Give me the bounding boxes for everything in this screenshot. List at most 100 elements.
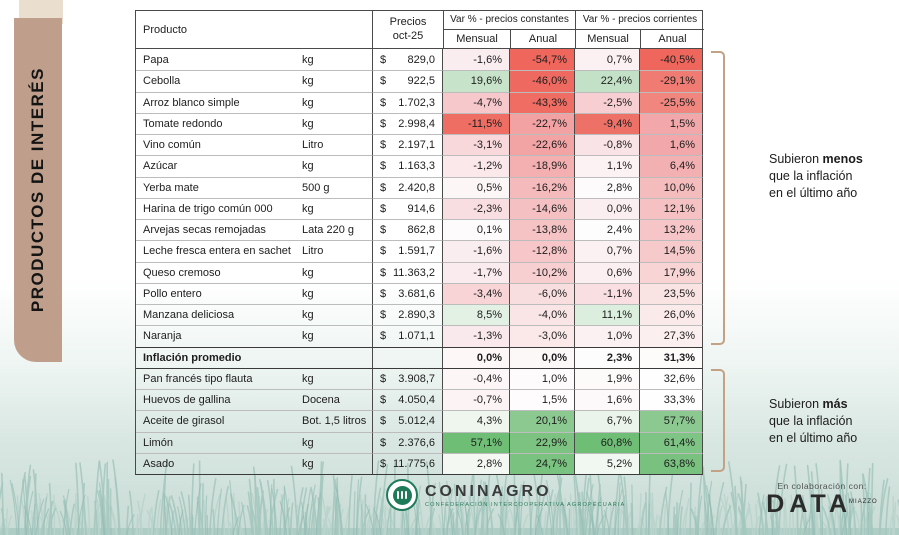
currency-symbol: $	[380, 266, 387, 279]
var-percent-cell: 12,1%	[640, 197, 703, 219]
var-percent-cell: 2,4%	[575, 219, 640, 241]
var-percent-cell: 1,6%	[575, 389, 640, 411]
table-row: Pan francés tipo flauta kg $3.908,7 -0,4% 1,…	[136, 367, 703, 389]
price-value: 2.890,3	[398, 309, 435, 322]
var-percent-cell: 61,4%	[640, 431, 703, 453]
product-price: $1.071,1	[372, 325, 443, 347]
var-percent-cell: -25,5%	[640, 91, 703, 113]
var-percent-cell: -0,8%	[575, 134, 640, 156]
var-percent-cell: -1,6%	[443, 49, 510, 71]
table-row: Huevos de gallina Docena $4.050,4 -0,7% 1,5%…	[136, 389, 703, 411]
table-row: Harina de trigo común 000 kg $914,6 -2,3% -1…	[136, 197, 703, 219]
var-percent-cell: -46,0%	[510, 70, 575, 92]
var-percent-cell: 0,1%	[443, 219, 510, 241]
product-price: $2.197,1	[372, 134, 443, 156]
product-price: $862,8	[372, 219, 443, 241]
table-row: Leche fresca entera en sachet Litro $1.591…	[136, 240, 703, 262]
var-percent-cell: -1,2%	[443, 155, 510, 177]
price-value: 1.071,1	[398, 330, 435, 343]
currency-symbol: $	[380, 53, 387, 66]
var-percent-cell: 0,6%	[575, 261, 640, 283]
var-percent-cell: 57,7%	[640, 410, 703, 432]
var-percent-cell: -18,9%	[510, 155, 575, 177]
var-percent-cell: 33,3%	[640, 389, 703, 411]
var-percent-cell: 23,5%	[640, 282, 703, 304]
var-percent-cell: -3,0%	[510, 325, 575, 347]
coninagro-tagline: CONFEDERACIÓN INTERCOOPERATIVA AGROPECUA…	[425, 501, 626, 508]
table-row: Vino común Litro $2.197,1 -3,1% -22,6% -0,8% 1…	[136, 134, 703, 156]
table-row: Azúcar kg $1.163,3 -1,2% -18,9% 1,1% 6,4%	[136, 155, 703, 177]
var-percent-cell: 8,5%	[443, 304, 510, 326]
table-row: Manzana deliciosa kg $2.890,3 8,5% -4,0% 11,1…	[136, 304, 703, 326]
product-unit: kg	[300, 367, 372, 389]
var-percent-cell: 4,3%	[443, 410, 510, 432]
price-value: 1.591,7	[398, 245, 435, 258]
var-percent-cell: 20,1%	[510, 410, 575, 432]
var-percent-cell: 11,1%	[575, 304, 640, 326]
product-name: Asado	[136, 452, 300, 474]
product-unit: kg	[300, 112, 372, 134]
product-price: $2.376,6	[372, 431, 443, 453]
currency-symbol: $	[380, 330, 387, 343]
product-unit: kg	[300, 261, 372, 283]
var-percent-cell: 6,4%	[640, 155, 703, 177]
price-value: 829,0	[407, 53, 435, 66]
currency-symbol: $	[380, 436, 387, 449]
table-row: Arroz blanco simple kg $1.702,3 -4,7% -43,3%…	[136, 91, 703, 113]
var-percent-cell: 2,3%	[575, 346, 640, 368]
product-name: Manzana deliciosa	[136, 304, 300, 325]
var-percent-cell: 1,1%	[575, 155, 640, 177]
product-unit: kg	[300, 431, 372, 453]
currency-symbol: $	[380, 372, 387, 385]
product-price: $1.702,3	[372, 91, 443, 113]
currency-symbol: $	[380, 117, 387, 130]
table-row: Papa kg $829,0 -1,6% -54,7% 0,7% -40,5%	[136, 49, 703, 71]
var-percent-cell: -40,5%	[640, 49, 703, 71]
product-name: Tomate redondo	[136, 112, 300, 134]
header-anual-corrientes: Anual	[658, 32, 687, 45]
product-name: Aceite de girasol	[136, 410, 300, 431]
var-percent-cell: -29,1%	[640, 70, 703, 92]
price-value: 11.363,2	[392, 266, 435, 279]
table-row: Asado kg $11.775,6 2,8% 24,7% 5,2% 63,8%	[136, 452, 703, 474]
table-row: Queso cremoso kg $11.363,2 -1,7% -10,2% 0,6% 1…	[136, 261, 703, 283]
currency-symbol: $	[380, 457, 387, 470]
table-row: Arvejas secas remojadas Lata 220 g $862,8 0…	[136, 219, 703, 241]
var-percent-cell: -2,3%	[443, 197, 510, 219]
var-percent-cell: 0,7%	[575, 240, 640, 262]
product-price	[372, 346, 443, 368]
var-percent-cell: -3,1%	[443, 134, 510, 156]
price-value: 4.050,4	[398, 394, 435, 407]
product-unit: kg	[302, 53, 314, 66]
var-percent-cell: 27,3%	[640, 325, 703, 347]
var-percent-cell: -14,6%	[510, 197, 575, 219]
var-percent-cell: -43,3%	[510, 91, 575, 113]
var-percent-cell: -16,2%	[510, 176, 575, 198]
price-value: 2.998,4	[398, 117, 435, 130]
var-percent-cell: 22,4%	[575, 70, 640, 92]
price-value: 2.197,1	[398, 139, 435, 152]
var-percent-cell: -10,2%	[510, 261, 575, 283]
var-percent-cell: -0,7%	[443, 389, 510, 411]
product-name: Azúcar	[136, 155, 300, 176]
coninagro-name: CONINAGRO	[425, 482, 552, 500]
var-percent-cell: -6,0%	[510, 282, 575, 304]
product-name: Arroz blanco simple	[136, 91, 300, 113]
product-price: $3.908,7	[372, 367, 443, 389]
currency-symbol: $	[380, 96, 387, 109]
collaboration-label: En colaboración con:	[777, 481, 867, 491]
price-table: Producto Precios oct-25 Var % - precios …	[135, 10, 704, 475]
var-percent-cell: 1,0%	[510, 367, 575, 389]
var-percent-cell: 0,5%	[443, 176, 510, 198]
header-producto: Producto	[136, 11, 373, 48]
product-unit: 500 g	[300, 176, 372, 198]
header-anual-constantes: Anual	[511, 29, 576, 48]
price-value: 862,8	[407, 224, 435, 237]
table-row: Pollo entero kg $3.681,6 -3,4% -6,0% -1,1% 23,…	[136, 282, 703, 304]
var-percent-cell: -1,6%	[443, 240, 510, 262]
table-body: Papa kg $829,0 -1,6% -54,7% 0,7% -40,5% Cebolla…	[135, 49, 703, 475]
header-mensual-constantes: Mensual	[444, 29, 511, 48]
data-miazzo-brand: DATAMIAZZO	[766, 490, 878, 518]
price-value: 1.163,3	[398, 160, 435, 173]
